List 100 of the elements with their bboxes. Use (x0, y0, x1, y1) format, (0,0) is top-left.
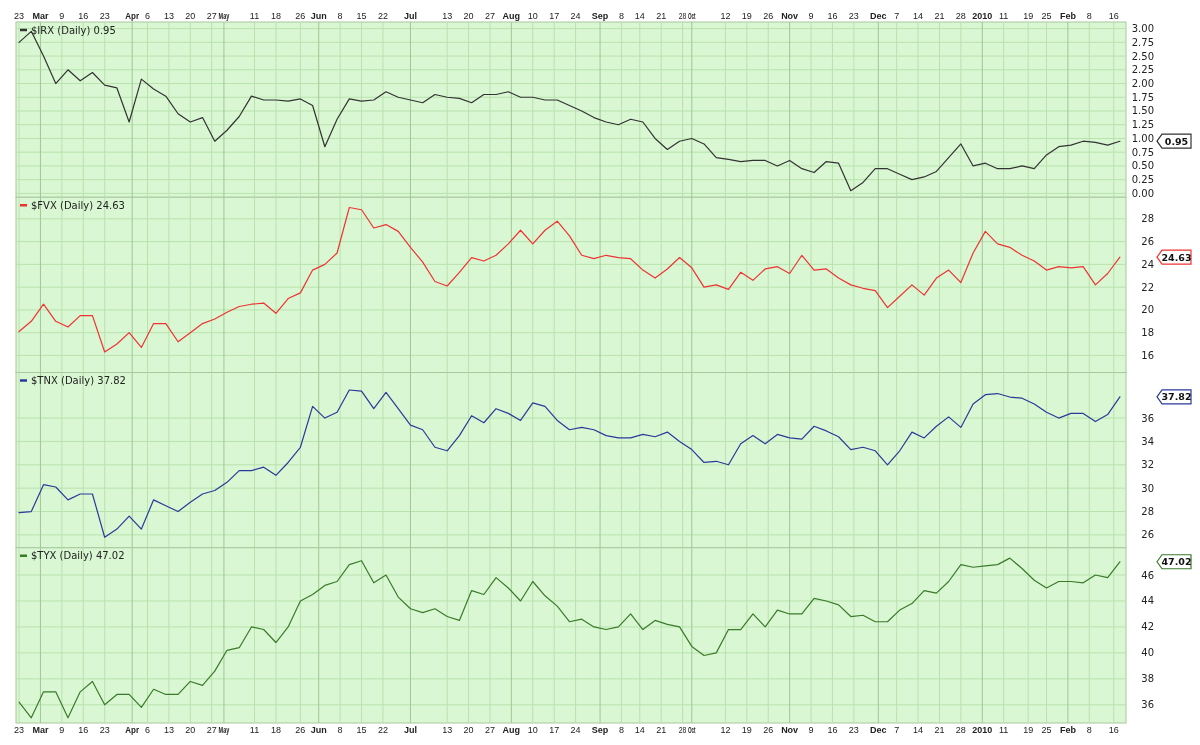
y-tick-label: 36 (1141, 412, 1154, 424)
y-tick-label: 40 (1141, 647, 1154, 659)
x-tick-label: 8 (618, 725, 624, 735)
x-tick-label: 14 (913, 725, 924, 735)
x-tick-label: 25 (1041, 725, 1052, 735)
x2-tick-label: 9 (808, 11, 814, 21)
x2-tick-label: 21 (934, 11, 945, 21)
y-tick-label: 26 (1141, 529, 1154, 541)
y-tick-label: 1.50 (1131, 105, 1154, 117)
x2-tick-label: 23 (99, 11, 110, 21)
x2-tick-label: 16 (1108, 11, 1119, 21)
y-tick-label: 20 (1141, 304, 1154, 316)
x-tick-label: 23 (99, 725, 110, 735)
x2-tick-label: 14 (634, 11, 645, 21)
legend-label: $TYX (Daily) 47.02 (31, 550, 125, 562)
line-series (18, 389, 1121, 538)
x2-tick-label: 27 (206, 11, 217, 21)
x-tick-label: 19 (741, 725, 752, 735)
x-tick-label: Jul (403, 725, 417, 735)
x2-tick-label: 19 (741, 11, 752, 21)
y-tick-label: 38 (1141, 673, 1154, 685)
x-tick-label: 22 (377, 725, 388, 735)
x-tick-label: 8 (1086, 725, 1092, 735)
x2-tick-label: Nov (781, 11, 799, 21)
x2-tick-label: 2010 (972, 11, 993, 21)
x2-tick-label: 20 (185, 11, 196, 21)
x2-tick-label: 7 (894, 11, 900, 21)
y-tick-label: 44 (1141, 595, 1154, 607)
x2-tick-label: 15 (356, 11, 367, 21)
y-tick-label: 0.25 (1131, 174, 1154, 186)
x2-tick-label: 22 (377, 11, 388, 21)
y-tick-label: 42 (1141, 621, 1154, 633)
text: 0.95 (1164, 135, 1189, 147)
x2-tick-label: Jul (403, 11, 417, 21)
y-tick-label: 24 (1141, 258, 1154, 270)
x-tick-label: 20 (185, 725, 196, 735)
x-tick-label: Aug (502, 725, 521, 735)
x2-tick-label: 11 (999, 11, 1009, 21)
x-tick-label: 27 (484, 725, 495, 735)
x-tick-label: 26 (295, 725, 306, 735)
x2-tick-label: 16 (78, 11, 89, 21)
text: 24.63 (1161, 251, 1192, 263)
legend-label: $TNX (Daily) 37.82 (31, 375, 126, 386)
x-tick-label: 15 (356, 725, 367, 735)
y-tick-label: 3.00 (1131, 23, 1154, 35)
x-tick-label: 13 (163, 725, 174, 735)
x-tick-label: 16 (78, 725, 89, 735)
x2-tick-label: 21 (656, 11, 667, 21)
x-tick-label: Jun (310, 725, 327, 735)
x-tick-label: 11 (999, 725, 1009, 735)
x-tick-label: 18 (270, 725, 281, 735)
y-tick-label: 2.00 (1131, 78, 1154, 90)
x2-tick-label: 14 (913, 11, 924, 21)
y-tick-label: 0.50 (1131, 160, 1154, 172)
x-tick-label: 7 (894, 725, 900, 735)
x-tick-label: Oct (687, 725, 703, 735)
x-tick-label: 20 (463, 725, 474, 735)
x-tick-label: 16 (827, 725, 838, 735)
x-tick-label: Dec (870, 725, 887, 735)
x-tick-label: 24 (570, 725, 581, 735)
x2-tick-label: 25 (1041, 11, 1052, 21)
x2-tick-label: Mar (32, 11, 49, 21)
y-tick-label: 2.25 (1131, 64, 1154, 76)
x-tick-label: Apr (125, 725, 141, 735)
x2-tick-label: 13 (442, 11, 453, 21)
x-tick-label: 27 (206, 725, 217, 735)
legend-label: $FVX (Daily) 24.63 (31, 199, 125, 211)
x-tick-label: 17 (549, 725, 560, 735)
x2-tick-label: 18 (270, 11, 281, 21)
x2-tick-label: Oct (687, 11, 703, 21)
x-tick-label: Sep (591, 725, 609, 735)
x-tick-label: 14 (634, 725, 645, 735)
x-tick-label: 9 (59, 725, 65, 735)
x2-tick-label: 9 (59, 11, 65, 21)
x-tick-label: 23 (848, 725, 859, 735)
y-tick-label: 1.00 (1131, 132, 1154, 144)
y-tick-label: 1.75 (1131, 91, 1154, 103)
x-tick-label: 28 (678, 725, 689, 735)
y-tick-label: 46 (1141, 569, 1154, 581)
x2-tick-label: Apr (125, 11, 141, 21)
x2-tick-label: 8 (1086, 11, 1092, 21)
y-tick-label: 2.75 (1131, 36, 1154, 48)
x2-tick-label: Jun (310, 11, 327, 21)
x-tick-label: 9 (808, 725, 814, 735)
y-tick-label: 34 (1141, 435, 1154, 447)
x2-tick-label: 16 (827, 11, 838, 21)
x-tick-label: 12 (720, 725, 731, 735)
x-tick-label: 8 (337, 725, 343, 735)
x-tick-label: 16 (1108, 725, 1119, 735)
text: 37.82 (1161, 391, 1192, 403)
x-tick-label: May (218, 725, 237, 735)
y-tick-label: 26 (1141, 236, 1154, 248)
x2-tick-label: 11 (249, 11, 260, 21)
x-tick-label: Feb (1059, 725, 1077, 735)
x2-tick-label: 19 (1023, 11, 1034, 21)
x2-tick-label: 20 (463, 11, 474, 21)
x2-tick-label: 26 (763, 11, 774, 21)
x2-tick-label: 13 (163, 11, 174, 21)
y-tick-label: 2.50 (1131, 50, 1154, 62)
x2-tick-label: 23 (14, 11, 25, 21)
